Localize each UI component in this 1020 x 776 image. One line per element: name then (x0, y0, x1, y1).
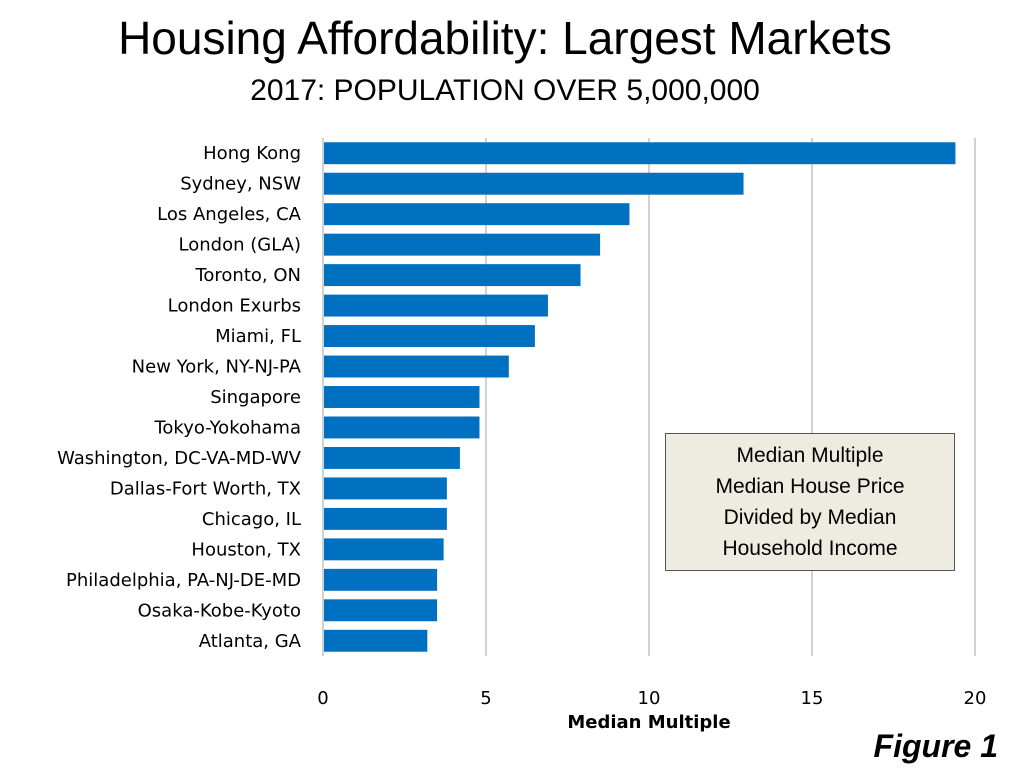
category-label-8: Singapore (210, 387, 301, 408)
note-line-3: Divided by Median (723, 506, 897, 529)
category-label-4: Toronto, ON (194, 265, 301, 286)
chart-title: Housing Affordability: Largest Markets (118, 12, 892, 64)
category-label-1: Sydney, NSW (180, 174, 301, 195)
bar-5 (324, 294, 548, 317)
category-label-0: Hong Kong (203, 143, 301, 164)
definition-note-box: Median Multiple Median House Price Divid… (665, 433, 955, 571)
category-label-16: Atlanta, GA (199, 631, 302, 652)
category-label-9: Tokyo-Yokohama (153, 417, 301, 438)
category-label-12: Chicago, IL (202, 509, 301, 530)
bar-1 (324, 172, 744, 195)
bar-14 (324, 568, 438, 591)
category-label-3: London (GLA) (179, 235, 301, 256)
bar-0 (324, 142, 956, 165)
bar-3 (324, 233, 601, 256)
x-tick-label-0: 0 (317, 688, 328, 709)
bar-10 (324, 446, 460, 469)
note-line-4: Household Income (722, 537, 898, 560)
category-label-11: Dallas-Fort Worth, TX (110, 478, 301, 499)
x-tick-label-1: 5 (480, 688, 491, 709)
bar-2 (324, 203, 630, 226)
bar-11 (324, 477, 447, 500)
note-line-1: Median Multiple (736, 444, 884, 467)
bar-8 (324, 386, 480, 408)
category-label-13: Houston, TX (191, 539, 301, 560)
bar-15 (324, 599, 438, 622)
bar-6 (324, 325, 535, 348)
chart-subtitle: 2017: POPULATION OVER 5,000,000 (250, 74, 760, 107)
category-label-10: Washington, DC-VA-MD-WV (57, 448, 302, 469)
bar-7 (324, 355, 509, 378)
category-label-2: Los Angeles, CA (157, 204, 302, 225)
category-label-14: Philadelphia, PA-NJ-DE-MD (66, 570, 301, 591)
figure-label: Figure 1 (873, 728, 998, 764)
category-label-5: London Exurbs (168, 296, 301, 317)
category-label-15: Osaka-Kobe-Kyoto (138, 600, 301, 621)
bar-4 (324, 264, 581, 287)
category-label-7: New York, NY-NJ-PA (132, 357, 302, 378)
x-tick-label-4: 20 (964, 688, 987, 709)
bar-12 (324, 507, 447, 530)
bar-16 (324, 629, 428, 652)
bar-13 (324, 538, 444, 561)
x-tick-label-3: 15 (801, 688, 824, 709)
category-label-6: Miami, FL (215, 326, 301, 347)
x-axis-title: Median Multiple (567, 712, 730, 733)
note-line-2: Median House Price (715, 475, 905, 498)
x-tick-label-2: 10 (638, 688, 661, 709)
bar-9 (324, 416, 480, 439)
